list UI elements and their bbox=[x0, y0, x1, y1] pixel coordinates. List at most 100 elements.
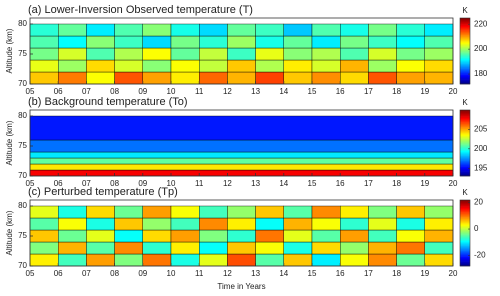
colorbar-step bbox=[460, 219, 470, 222]
heat-cell bbox=[340, 205, 369, 219]
heat-cell bbox=[283, 47, 313, 61]
heat-cell bbox=[198, 47, 228, 61]
colorbar-step bbox=[460, 19, 470, 21]
colorbar-step bbox=[460, 57, 470, 59]
y-tick-label: 80 bbox=[18, 201, 27, 210]
heat-cell bbox=[114, 23, 143, 37]
colorbar-step bbox=[460, 73, 470, 75]
colorbar-step bbox=[460, 46, 470, 48]
colorbar-step bbox=[460, 58, 470, 61]
colorbar-step bbox=[460, 59, 470, 62]
heat-cell bbox=[227, 23, 256, 37]
colorbar-step bbox=[460, 171, 470, 173]
heat-cell bbox=[311, 59, 341, 73]
colorbar-step bbox=[460, 208, 470, 211]
colorbar-step bbox=[460, 251, 470, 254]
heat-cell bbox=[86, 217, 115, 231]
colorbar-step bbox=[460, 135, 470, 137]
colorbar-step bbox=[460, 21, 470, 23]
panel-title: (b) Background temperature (To) bbox=[28, 96, 188, 108]
colorbar-step bbox=[460, 30, 470, 32]
colorbar-step bbox=[460, 110, 470, 112]
colorbar-step bbox=[460, 220, 470, 223]
colorbar-step bbox=[460, 69, 470, 72]
colorbar-step bbox=[460, 111, 470, 113]
colorbar-step bbox=[460, 227, 470, 229]
heat-cell bbox=[368, 59, 397, 73]
colorbar-step bbox=[460, 71, 470, 74]
x-tick-label: 16 bbox=[336, 269, 345, 278]
x-tick-label: 15 bbox=[308, 269, 317, 278]
colorbar-step bbox=[460, 207, 470, 210]
colorbar-step bbox=[460, 60, 470, 63]
heat-cell bbox=[29, 115, 454, 141]
heat-cell bbox=[227, 217, 256, 231]
heat-cell bbox=[396, 71, 426, 85]
heat-cell bbox=[29, 241, 59, 255]
colorbar-step bbox=[460, 211, 470, 213]
colorbar-step bbox=[460, 201, 470, 203]
heat-cell bbox=[424, 241, 454, 255]
x-tick-label: 09 bbox=[138, 87, 147, 96]
heat-cell bbox=[198, 205, 228, 219]
colorbar-step bbox=[460, 32, 470, 34]
colorbar-tick-label: 0 bbox=[474, 224, 479, 233]
colorbar-step bbox=[460, 145, 470, 147]
colorbar-step bbox=[460, 112, 470, 114]
colorbar-step bbox=[460, 250, 470, 252]
colorbar-step bbox=[460, 206, 470, 208]
y-axis-label: Altitude (km) bbox=[5, 210, 14, 255]
heat-cell bbox=[255, 241, 285, 255]
colorbar-step bbox=[460, 157, 470, 159]
colorbar-step bbox=[460, 202, 470, 204]
heat-cell bbox=[396, 205, 426, 219]
heat-cell bbox=[86, 47, 115, 61]
x-tick-label: 20 bbox=[449, 179, 458, 188]
colorbar-step bbox=[460, 167, 470, 169]
heat-cell bbox=[170, 229, 200, 243]
colorbar-step bbox=[460, 51, 470, 53]
colorbar-step bbox=[460, 203, 470, 205]
colorbar-step bbox=[460, 65, 470, 67]
colorbar-step bbox=[460, 66, 470, 68]
x-tick-label: 17 bbox=[364, 269, 373, 278]
heat-cell bbox=[424, 253, 454, 267]
heat-cell bbox=[58, 47, 87, 61]
heat-cell bbox=[142, 217, 172, 231]
colorbar-step bbox=[460, 47, 470, 50]
colorbar-step bbox=[460, 78, 470, 80]
colorbar-step bbox=[460, 68, 470, 70]
colorbar-tick-label: 195 bbox=[474, 163, 488, 172]
x-tick-label: 05 bbox=[26, 179, 35, 188]
heat-cell bbox=[198, 217, 228, 231]
colorbar-step bbox=[460, 114, 470, 116]
heat-cell bbox=[29, 169, 454, 177]
heat-cell bbox=[396, 23, 426, 37]
x-tick-label: 07 bbox=[82, 179, 91, 188]
colorbar-step bbox=[460, 119, 470, 122]
heat-cell bbox=[114, 59, 143, 73]
colorbar-step bbox=[460, 113, 470, 115]
heat-cell bbox=[142, 59, 172, 73]
colorbar-step bbox=[460, 230, 470, 233]
colorbar-step bbox=[460, 76, 470, 78]
colorbar-step bbox=[460, 168, 470, 170]
colorbar-step bbox=[460, 81, 470, 84]
colorbar-step bbox=[460, 252, 470, 255]
colorbar-step bbox=[460, 253, 470, 256]
colorbar-step bbox=[460, 263, 470, 266]
heat-cell bbox=[114, 229, 143, 243]
colorbar-step bbox=[460, 217, 470, 219]
heat-cell bbox=[86, 229, 115, 243]
plot-frame bbox=[29, 199, 454, 267]
colorbar-step bbox=[460, 241, 470, 244]
colorbar-step bbox=[460, 229, 470, 232]
x-tick-label: 18 bbox=[392, 269, 401, 278]
colorbar-step bbox=[460, 132, 470, 134]
x-tick-label: 15 bbox=[308, 87, 317, 96]
heat-cell bbox=[311, 205, 341, 219]
heat-cell bbox=[29, 47, 59, 61]
colorbar-step bbox=[460, 118, 470, 121]
heat-cell bbox=[170, 23, 200, 37]
x-tick-label: 13 bbox=[251, 87, 260, 96]
